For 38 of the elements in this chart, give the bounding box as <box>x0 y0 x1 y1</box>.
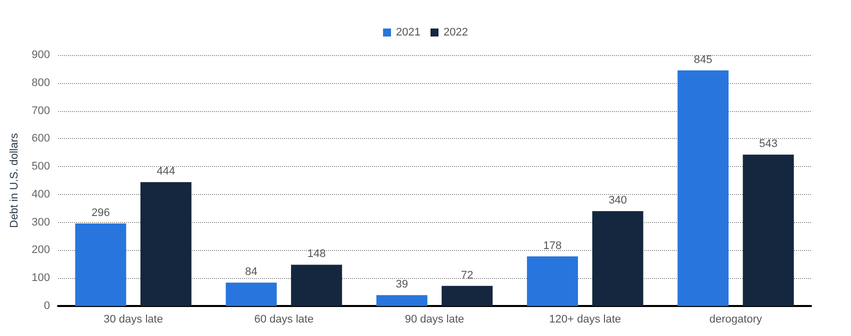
bar <box>442 286 493 306</box>
data-label: 178 <box>543 240 562 252</box>
x-tick-label: 90 days late <box>404 314 464 326</box>
y-tick-label: 800 <box>32 76 50 89</box>
x-tick-label: 60 days late <box>254 314 314 326</box>
y-tick-label: 700 <box>32 104 50 117</box>
y-tick-label: 600 <box>32 132 50 145</box>
bar <box>376 295 428 306</box>
data-label: 39 <box>396 278 408 291</box>
legend-label: 2022 <box>444 26 468 38</box>
y-tick-label: 500 <box>32 160 50 173</box>
data-label: 340 <box>608 194 627 207</box>
x-tick-label: 120+ days late <box>549 314 622 326</box>
y-tick-label: 100 <box>32 272 50 284</box>
bar <box>678 70 729 306</box>
data-label: 84 <box>245 266 258 278</box>
y-axis-title: Debt in U.S. dollars <box>8 132 20 228</box>
data-label: 72 <box>461 269 474 282</box>
x-tick-label: 30 days late <box>104 314 163 326</box>
y-tick-label: 300 <box>32 216 50 228</box>
bar <box>226 282 277 306</box>
y-tick-label: 900 <box>32 49 50 61</box>
bar <box>526 256 578 306</box>
y-tick-label: 200 <box>32 244 50 256</box>
bar <box>75 223 126 306</box>
legend-label: 2021 <box>396 26 421 38</box>
data-label: 543 <box>759 138 778 150</box>
data-label: 148 <box>307 248 326 260</box>
bar <box>742 154 794 306</box>
data-label: 296 <box>91 206 110 219</box>
y-tick-label: 0 <box>44 300 50 312</box>
x-tick-label: derogatory <box>709 314 762 326</box>
data-label: 444 <box>156 166 176 178</box>
bar <box>592 211 644 306</box>
y-tick-label: 400 <box>32 188 50 200</box>
bar <box>291 264 342 306</box>
data-label: 845 <box>694 54 712 66</box>
bar <box>140 182 192 306</box>
